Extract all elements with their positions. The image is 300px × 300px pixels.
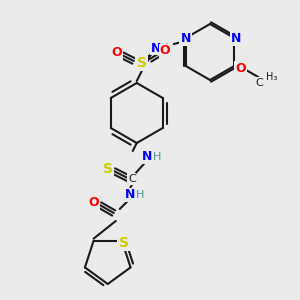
Text: H₃: H₃ — [266, 72, 278, 82]
Text: N: N — [151, 41, 161, 55]
Text: N: N — [124, 188, 135, 202]
Text: S: S — [103, 162, 113, 176]
Text: C: C — [128, 174, 136, 184]
Text: S: S — [137, 56, 147, 70]
Text: C: C — [255, 78, 263, 88]
Text: O: O — [88, 196, 99, 209]
Text: N: N — [142, 151, 152, 164]
Text: S: S — [119, 236, 129, 250]
Text: N: N — [231, 32, 242, 44]
Text: H: H — [153, 152, 161, 162]
Text: H: H — [160, 43, 168, 53]
Text: H: H — [136, 190, 144, 200]
Text: N: N — [181, 32, 191, 44]
Text: O: O — [159, 44, 170, 58]
Text: O: O — [111, 46, 122, 59]
Text: O: O — [235, 62, 246, 76]
